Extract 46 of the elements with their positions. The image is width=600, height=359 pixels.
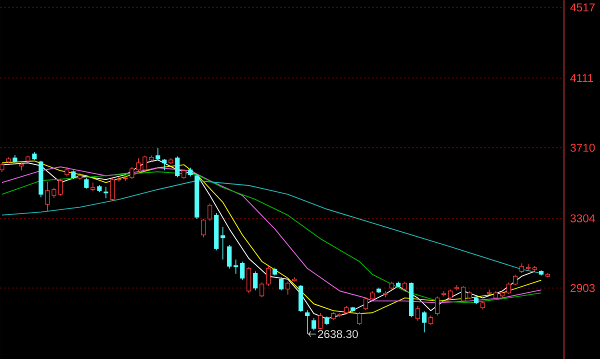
candlestick [110,178,115,202]
candlestick [227,244,232,269]
candlestick [64,166,70,177]
candlestick [286,281,290,296]
candlestick [240,261,245,280]
candlestick [52,187,56,199]
candlestick [220,226,226,260]
y-tick-label: 4517 [570,4,595,12]
candlestick [428,315,434,326]
candlestick [312,318,316,331]
candlestick [253,270,258,291]
candlestick [357,312,362,326]
y-tick-label: 3304 [570,214,595,222]
candlestick [318,312,323,330]
candlestick [208,202,212,222]
y-tick-label: 4111 [570,74,594,82]
candlestick [460,286,466,303]
candlestick [123,175,128,182]
candlestick [175,156,180,178]
candlestick [266,266,271,286]
candlestick [364,296,368,311]
candlestick [104,186,108,199]
line-series [1,180,542,274]
y-tick-label: 3710 [570,144,595,152]
candlestick [130,166,134,180]
candlestick [422,310,427,333]
candlestick [519,262,524,274]
candlestick [182,169,186,180]
candlestick [136,158,141,172]
candlestick [84,178,89,190]
candlestick [260,282,264,298]
candlestick [246,266,252,294]
candlestick [506,282,512,295]
candlestick [435,296,440,316]
candlestick [416,306,420,322]
candlestick [45,181,50,212]
candlestick [279,276,284,291]
candlestick [142,155,148,172]
candlestick [512,274,518,286]
candlestick [58,178,63,196]
y-tick-label: 2903 [570,284,595,292]
candlestick [448,289,453,300]
candlestick [162,158,167,171]
candlestick [305,310,310,334]
candlestick [201,218,206,238]
annotation: 2638.30 [318,330,358,338]
